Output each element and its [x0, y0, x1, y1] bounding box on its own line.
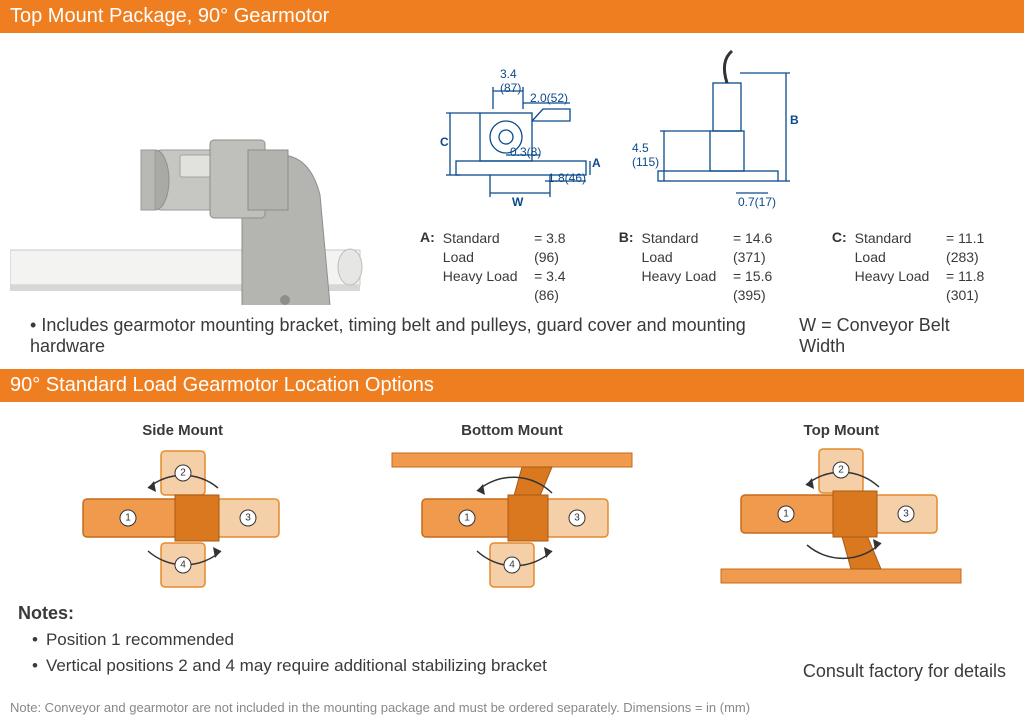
- svg-text:1: 1: [464, 512, 470, 523]
- includes-row: • Includes gearmotor mounting bracket, t…: [10, 305, 1014, 357]
- specs-row: A: Standard Load Heavy Load = 3.8 (96) =…: [420, 229, 1014, 305]
- mount-side-diagram: 1 2 3 4: [53, 443, 313, 593]
- dim-1.8: 1.8(46): [548, 171, 586, 185]
- dim-4.5: 4.5(115): [632, 141, 659, 169]
- svg-text:4: 4: [180, 559, 186, 570]
- svg-text:1: 1: [125, 512, 131, 523]
- section1-top-row: 3.4(87) 2.0(52) C 0.3(8) A 1.8(46) W B 4…: [10, 43, 1014, 305]
- mount-bottom-title: Bottom Mount: [382, 422, 642, 439]
- notes-block: Notes: Position 1 recommended Vertical p…: [18, 603, 547, 682]
- dim-3.4: 3.4(87): [500, 67, 521, 95]
- svg-text:2: 2: [180, 467, 186, 478]
- svg-text:3: 3: [574, 512, 580, 523]
- dim-A: A: [592, 156, 601, 170]
- svg-text:3: 3: [245, 512, 251, 523]
- w-note: W = Conveyor Belt Width: [799, 315, 994, 357]
- dimension-diagrams: 3.4(87) 2.0(52) C 0.3(8) A 1.8(46) W B 4…: [420, 43, 1014, 305]
- dim-B: B: [790, 113, 799, 127]
- spec-A: A: Standard Load Heavy Load = 3.8 (96) =…: [420, 229, 589, 305]
- spec-C: C: Standard Load Heavy Load = 11.1 (283)…: [832, 229, 1014, 305]
- notes-row: Notes: Position 1 recommended Vertical p…: [18, 603, 1006, 682]
- dim-C: C: [440, 135, 449, 149]
- note-2: Vertical positions 2 and 4 may require a…: [32, 656, 547, 676]
- mount-top: Top Mount 1 2 3: [711, 422, 971, 593]
- note-1: Position 1 recommended: [32, 630, 547, 650]
- spec-B: B: Standard Load Heavy Load = 14.6 (371)…: [619, 229, 802, 305]
- mount-top-diagram: 1 2 3: [711, 443, 971, 593]
- consult-text: Consult factory for details: [803, 661, 1006, 682]
- dim-0.3: 0.3(8): [510, 145, 541, 159]
- mounts-row: Side Mount 1 2: [18, 422, 1006, 593]
- mount-bottom-diagram: 1 3 4: [382, 443, 642, 593]
- mount-side: Side Mount 1 2: [53, 422, 313, 593]
- footnote: Note: Conveyor and gearmotor are not inc…: [0, 692, 1024, 725]
- section1-header: Top Mount Package, 90° Gearmotor: [0, 0, 1024, 33]
- dim-W: W: [512, 195, 523, 209]
- mount-top-title: Top Mount: [711, 422, 971, 439]
- section2-header: 90° Standard Load Gearmotor Location Opt…: [0, 369, 1024, 402]
- svg-text:4: 4: [509, 559, 515, 570]
- dim-2.0: 2.0(52): [530, 91, 568, 105]
- section2-body: Side Mount 1 2: [0, 412, 1024, 692]
- svg-text:2: 2: [839, 464, 845, 475]
- section1-body: 3.4(87) 2.0(52) C 0.3(8) A 1.8(46) W B 4…: [0, 43, 1024, 369]
- product-photo: [10, 95, 400, 305]
- svg-text:1: 1: [784, 508, 790, 519]
- includes-bullet: • Includes gearmotor mounting bracket, t…: [30, 315, 799, 357]
- notes-heading: Notes:: [18, 603, 547, 624]
- svg-text:3: 3: [904, 508, 910, 519]
- mount-bottom: Bottom Mount 1 3 4: [382, 422, 642, 593]
- dim-0.7: 0.7(17): [738, 195, 776, 209]
- mount-side-title: Side Mount: [53, 422, 313, 439]
